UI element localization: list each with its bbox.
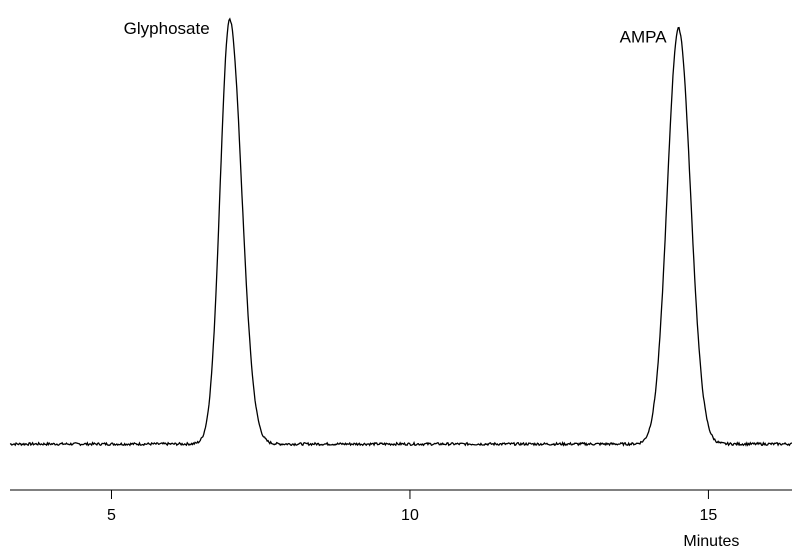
peak-label-ampa: AMPA <box>620 27 668 46</box>
x-axis-label: Minutes <box>683 533 739 550</box>
x-tick-label: 15 <box>700 507 718 524</box>
chromatogram-trace <box>9 17 792 447</box>
x-tick-label: 5 <box>107 507 116 524</box>
x-axis-ticks: 5 10 15 <box>107 490 717 524</box>
peak-label-glyphosate: Glyphosate <box>124 19 210 38</box>
x-tick-label: 10 <box>401 507 419 524</box>
